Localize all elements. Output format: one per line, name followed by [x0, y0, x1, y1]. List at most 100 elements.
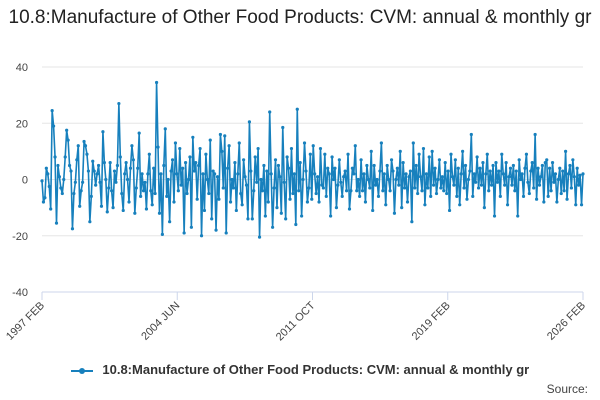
data-point — [221, 186, 225, 190]
chart-title: 10.8:Manufacture of Other Food Products:… — [8, 7, 592, 28]
data-point — [566, 172, 571, 176]
data-point — [197, 163, 201, 168]
data-point — [211, 169, 215, 173]
data-point — [250, 217, 254, 221]
data-point — [236, 172, 240, 176]
data-point — [172, 200, 176, 204]
data-point — [378, 169, 382, 173]
data-point — [131, 158, 135, 162]
data-point — [88, 220, 92, 224]
data-point — [552, 180, 556, 184]
data-point — [368, 186, 372, 190]
data-point — [546, 194, 550, 198]
data-point — [133, 211, 137, 215]
data-point — [278, 175, 282, 179]
data-point — [40, 179, 44, 183]
data-point — [186, 177, 191, 182]
data-point — [85, 152, 89, 156]
data-point — [555, 200, 559, 204]
data-point — [384, 203, 388, 207]
data-point — [479, 183, 484, 187]
data-point — [276, 163, 281, 168]
x-tick-label: 2004 JUN — [139, 300, 182, 343]
data-point — [50, 108, 54, 113]
data-point — [397, 183, 401, 187]
data-point — [173, 141, 178, 145]
data-point — [213, 172, 217, 176]
data-point — [427, 155, 431, 159]
data-point — [188, 155, 192, 159]
data-point — [484, 172, 488, 176]
data-point — [81, 180, 85, 184]
data-point — [532, 186, 536, 190]
data-point — [289, 146, 294, 151]
data-point — [414, 163, 418, 168]
data-point — [260, 189, 265, 193]
data-point — [465, 197, 469, 201]
data-point — [239, 191, 243, 196]
data-point — [447, 208, 452, 213]
data-point — [208, 138, 212, 142]
data-point — [175, 172, 179, 176]
data-point — [420, 189, 424, 193]
data-point — [358, 194, 362, 198]
data-point — [149, 189, 153, 193]
data-point — [475, 155, 479, 159]
data-point — [111, 206, 115, 210]
series-line — [41, 81, 584, 238]
data-point — [107, 186, 111, 190]
data-point — [463, 163, 468, 168]
data-point — [443, 161, 447, 165]
data-point — [144, 207, 149, 211]
data-point — [163, 127, 167, 131]
data-point — [458, 203, 462, 207]
data-point — [392, 211, 397, 215]
data-point — [237, 141, 241, 145]
data-point — [579, 203, 584, 207]
data-point — [356, 177, 360, 182]
data-point — [265, 169, 269, 173]
data-point — [298, 161, 302, 165]
data-point — [247, 120, 252, 124]
data-point — [331, 177, 336, 182]
data-point — [513, 189, 517, 193]
data-point — [231, 186, 236, 190]
data-point — [342, 175, 346, 179]
data-point — [44, 166, 48, 170]
data-point — [495, 180, 500, 184]
data-point — [220, 149, 224, 153]
data-point — [347, 207, 352, 211]
data-point — [326, 166, 330, 170]
data-point — [112, 169, 117, 173]
data-point — [108, 161, 112, 165]
data-point — [217, 197, 221, 201]
data-point — [437, 158, 442, 162]
data-point — [146, 172, 150, 176]
data-point — [65, 128, 69, 132]
data-point — [561, 169, 565, 173]
data-point — [521, 194, 526, 198]
data-point — [330, 155, 334, 159]
data-point — [249, 169, 253, 173]
data-point — [355, 189, 359, 193]
data-point — [559, 191, 563, 196]
data-point — [445, 191, 449, 196]
data-point — [54, 221, 59, 225]
data-point — [43, 196, 47, 200]
data-point — [456, 166, 460, 170]
legend[interactable]: 10.8:Manufacture of Other Food Products:… — [0, 362, 600, 377]
data-point — [494, 161, 498, 165]
data-point — [524, 152, 529, 156]
data-point — [214, 228, 218, 232]
data-point — [369, 149, 373, 153]
data-point — [53, 155, 57, 159]
data-point — [529, 169, 533, 173]
data-point — [353, 144, 357, 148]
data-point — [279, 211, 283, 215]
y-tick-label: -20 — [12, 231, 28, 243]
data-point — [300, 214, 304, 218]
data-point — [542, 200, 546, 204]
data-point — [189, 225, 193, 229]
data-point — [271, 225, 275, 229]
